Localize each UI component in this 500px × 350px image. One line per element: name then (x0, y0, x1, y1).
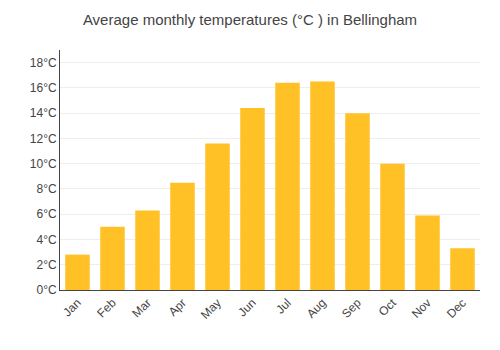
svg-text:14°C: 14°C (30, 106, 57, 120)
svg-text:8°C: 8°C (36, 182, 56, 196)
svg-text:6°C: 6°C (36, 207, 56, 221)
svg-text:10°C: 10°C (30, 157, 57, 171)
svg-text:May: May (198, 296, 224, 322)
svg-text:18°C: 18°C (30, 56, 57, 70)
svg-text:16°C: 16°C (30, 81, 57, 95)
svg-text:Jun: Jun (235, 296, 259, 320)
svg-text:Feb: Feb (94, 296, 119, 321)
svg-text:Dec: Dec (444, 296, 469, 321)
svg-text:Mar: Mar (129, 296, 154, 321)
svg-text:2°C: 2°C (36, 258, 56, 272)
svg-text:Average monthly temperatures (: Average monthly temperatures (°C ) in Be… (83, 11, 417, 28)
svg-text:0°C: 0°C (36, 283, 56, 297)
svg-text:Apr: Apr (166, 296, 189, 319)
svg-text:Jul: Jul (273, 296, 294, 317)
svg-text:Jan: Jan (60, 296, 84, 320)
svg-text:Sep: Sep (339, 296, 364, 321)
svg-text:Oct: Oct (376, 295, 400, 319)
svg-text:Nov: Nov (409, 296, 434, 321)
svg-text:Aug: Aug (304, 296, 329, 321)
svg-text:12°C: 12°C (30, 132, 57, 146)
svg-text:4°C: 4°C (36, 233, 56, 247)
